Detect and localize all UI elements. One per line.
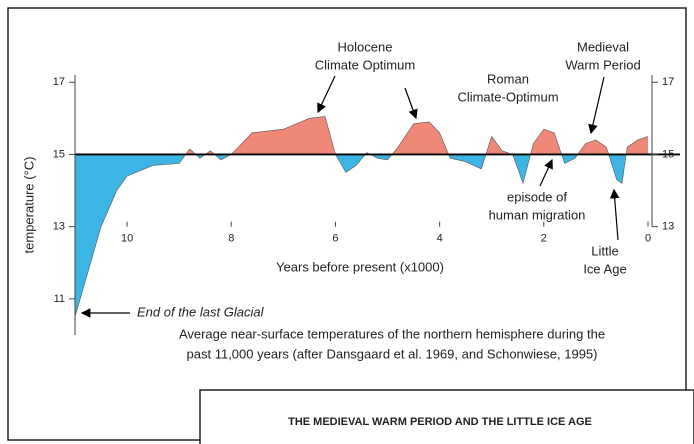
annotation-arrow (588, 76, 605, 135)
y2-tick-label: 17 (662, 76, 674, 88)
box-title: THE MEDIEVAL WARM PERIOD AND THE LITTLE … (288, 416, 592, 428)
area-below (75, 154, 627, 317)
x-axis-label: Years before present (x1000) (276, 259, 444, 274)
y-tick-label: 13 (53, 221, 65, 233)
annotation-arrow (539, 158, 553, 187)
annotation: Ice Age (583, 261, 626, 276)
annotation: Roman (487, 71, 529, 86)
annotation: episode of (507, 189, 567, 204)
title-box (199, 389, 694, 444)
x-tick-label: 0 (645, 233, 651, 245)
x-tick-label: 4 (437, 233, 443, 245)
y-tick-label: 17 (53, 76, 65, 88)
frame (7, 7, 687, 441)
y-axis-label: temperature (°C) (21, 157, 36, 254)
y-tick-label: 15 (53, 148, 65, 160)
x-tick-label: 2 (541, 233, 547, 245)
annotation: Climate-Optimum (457, 89, 558, 104)
annotation: End of the last Glacial (137, 304, 265, 319)
annotation: Holocene (338, 39, 393, 54)
annotation-arrow (404, 87, 418, 120)
caption-line: Average near-surface temperatures of the… (179, 326, 605, 341)
area-above (75, 116, 648, 155)
annotation: human migration (489, 207, 586, 222)
y2-tick-label: 15 (662, 148, 674, 160)
annotation-arrow (609, 188, 620, 241)
caption-line: past 11,000 years (after Dansgaard et al… (187, 346, 598, 361)
y-tick-label: 11 (54, 293, 65, 305)
x-tick-label: 8 (228, 233, 234, 245)
annotation-arrow (317, 75, 336, 114)
annotation: Medieval (577, 39, 629, 54)
x-tick-label: 6 (332, 233, 338, 245)
x-tick-label: 10 (121, 233, 133, 245)
y2-tick-label: 13 (662, 221, 674, 233)
annotation: Warm Period (565, 57, 640, 72)
annotation: Little (591, 243, 618, 258)
annotation: Climate Optimum (315, 57, 415, 72)
